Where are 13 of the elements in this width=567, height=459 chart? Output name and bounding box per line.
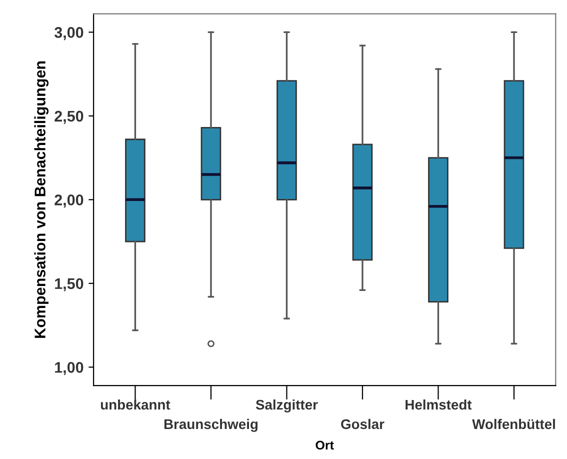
x-tick-label: Braunschweig xyxy=(164,418,258,432)
y-tick-label: 1,50 xyxy=(55,278,84,292)
y-tick-label: 2,00 xyxy=(54,194,84,208)
x-tick-label: Helmstedt xyxy=(406,399,472,410)
y-axis-title: Kompensation von Benachteiligungen xyxy=(34,61,49,338)
x-axis-title: Ort xyxy=(316,440,334,450)
y-tick-label: 3,00 xyxy=(54,27,84,40)
x-tick-label: Wolfenbüttel xyxy=(472,418,555,430)
y-tick-label: 1,00 xyxy=(55,362,84,376)
y-tick-label: 2,50 xyxy=(54,110,84,124)
x-tick-label: unbekannt xyxy=(100,399,170,410)
x-tick-label: Salzgitter xyxy=(256,399,318,412)
x-tick-label: Goslar xyxy=(341,418,384,430)
